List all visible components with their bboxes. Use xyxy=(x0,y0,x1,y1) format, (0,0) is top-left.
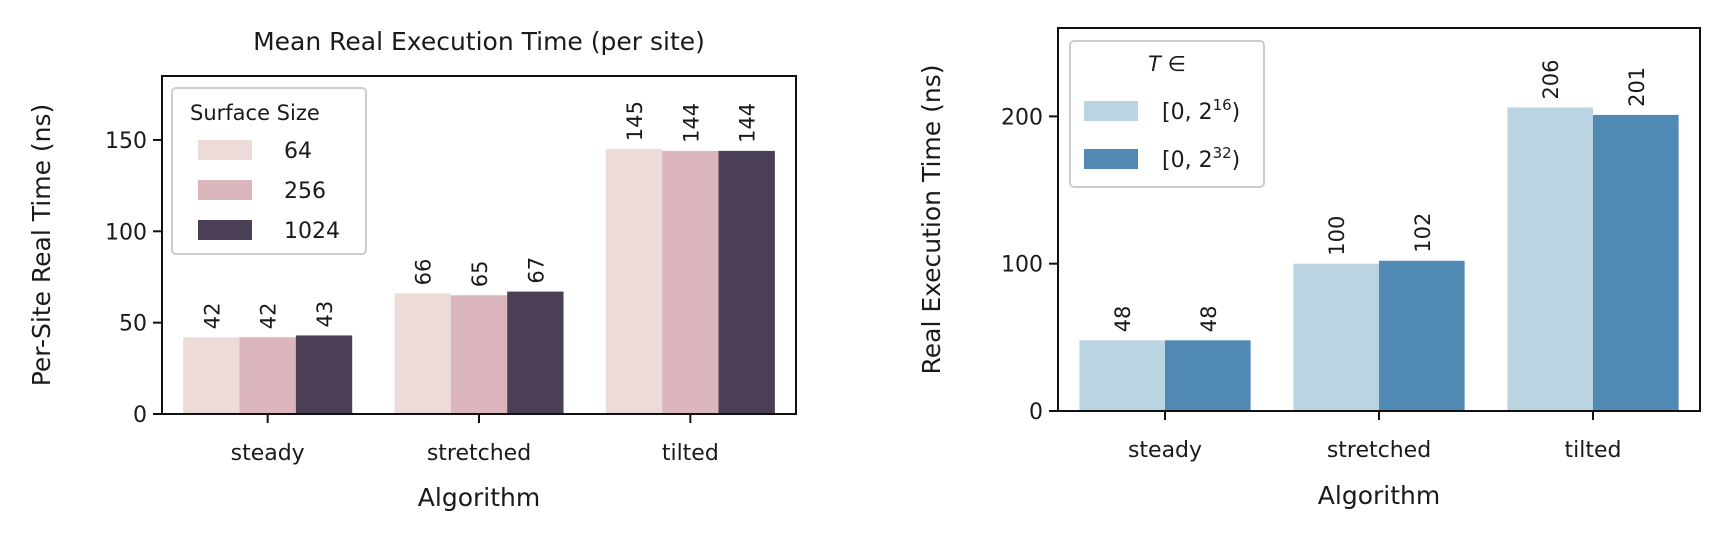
legend-swatch xyxy=(198,140,252,160)
bar-value-label: 144 xyxy=(679,103,703,143)
bar-tilted--0-2-32- xyxy=(1593,114,1679,412)
chart-left-bar-labels: 42 66 145 42 65 144 43 67 144 xyxy=(200,101,759,329)
bar-value-label: 42 xyxy=(257,303,281,330)
x-tick-label-tilted: tilted xyxy=(662,441,719,466)
chart-left-y-ticks: 0 50 100 150 xyxy=(105,129,162,428)
bar-stretched-64 xyxy=(394,293,451,414)
x-tick-label-tilted: tilted xyxy=(1565,438,1622,463)
chart-right-y-axis-label: Real Execution Time (ns) xyxy=(917,65,946,375)
chart-right-bar-labels: 48 100 206 48 102 201 xyxy=(1111,59,1649,332)
y-tick-label: 100 xyxy=(1001,253,1043,278)
legend-entry-label: 256 xyxy=(284,179,326,204)
bar-stretched--0-2-16- xyxy=(1293,263,1379,411)
bar-value-label: 145 xyxy=(623,101,647,141)
bar-stretched--0-2-32- xyxy=(1379,260,1465,411)
bar-tilted-256 xyxy=(662,150,719,414)
bar-tilted--0-2-16- xyxy=(1507,107,1593,412)
legend-swatch xyxy=(1084,149,1138,169)
chart-left-title: Mean Real Execution Time (per site) xyxy=(253,27,705,56)
legend-entry-label: [0, 216) xyxy=(1162,96,1240,125)
legend-swatch xyxy=(1084,101,1138,121)
x-tick-label-stretched: stretched xyxy=(1327,438,1431,463)
bar-value-label: 66 xyxy=(412,259,436,286)
chart-left-x-axis-label: Algorithm xyxy=(418,483,540,512)
chart-right-x-axis-label: Algorithm xyxy=(1318,481,1440,510)
bar-steady-256 xyxy=(239,337,296,414)
legend-entry-label: [0, 232) xyxy=(1162,144,1240,173)
chart-left-legend: Surface Size 64 256 1024 xyxy=(171,87,367,255)
bar-steady--0-2-32- xyxy=(1165,340,1251,411)
bar-value-label: 43 xyxy=(313,301,337,328)
bar-value-label: 206 xyxy=(1539,59,1563,99)
x-tick-label-steady: steady xyxy=(1128,438,1202,463)
legend-box xyxy=(171,87,367,255)
bar-value-label: 67 xyxy=(524,257,548,284)
chart-left-x-ticks: steady stretched tilted xyxy=(231,414,719,466)
bar-stretched-1024 xyxy=(507,291,564,414)
y-tick-label: 50 xyxy=(119,312,147,337)
bar-value-label: 48 xyxy=(1111,306,1135,333)
bar-value-label: 102 xyxy=(1411,213,1435,253)
bar-steady--0-2-16- xyxy=(1079,340,1165,411)
x-tick-label-stretched: stretched xyxy=(427,441,531,466)
legend-title: T ∈ xyxy=(1148,52,1186,76)
chart-right: 48 100 206 48 102 201 0 100 200 steady stretched… xyxy=(917,27,1701,510)
legend-swatch xyxy=(198,220,252,240)
y-tick-label: 0 xyxy=(1029,400,1043,425)
bar-value-label: 42 xyxy=(200,303,224,330)
legend-title: Surface Size xyxy=(190,101,320,125)
chart-left-y-axis-label: Per-Site Real Time (ns) xyxy=(27,104,56,387)
legend-entry-label: 1024 xyxy=(284,219,340,244)
bar-value-label: 201 xyxy=(1625,67,1649,107)
chart-left-bars xyxy=(183,149,775,414)
y-tick-label: 0 xyxy=(133,403,147,428)
x-tick-label-steady: steady xyxy=(231,441,305,466)
chart-right-x-ticks: steady stretched tilted xyxy=(1128,411,1622,463)
bar-tilted-64 xyxy=(605,149,663,414)
bar-tilted-1024 xyxy=(718,150,775,414)
bar-steady-1024 xyxy=(295,335,353,414)
bar-value-label: 100 xyxy=(1325,216,1349,256)
legend-swatch xyxy=(198,180,252,200)
chart-right-legend: T ∈ [0, 216) [0, 232) xyxy=(1069,40,1265,188)
chart-right-bars xyxy=(1079,107,1679,412)
bar-stretched-256 xyxy=(450,295,508,414)
bar-steady-64 xyxy=(183,337,240,414)
y-tick-label: 150 xyxy=(105,129,147,154)
chart-left: Mean Real Execution Time (per site) 42 66… xyxy=(27,27,797,512)
bar-value-label: 144 xyxy=(736,103,760,143)
bar-value-label: 48 xyxy=(1197,306,1221,333)
chart-right-y-ticks: 0 100 200 xyxy=(1001,105,1058,425)
y-tick-label: 100 xyxy=(105,220,147,245)
bar-value-label: 65 xyxy=(468,261,492,288)
legend-entry-label: 64 xyxy=(284,139,312,164)
y-tick-label: 200 xyxy=(1001,105,1043,130)
